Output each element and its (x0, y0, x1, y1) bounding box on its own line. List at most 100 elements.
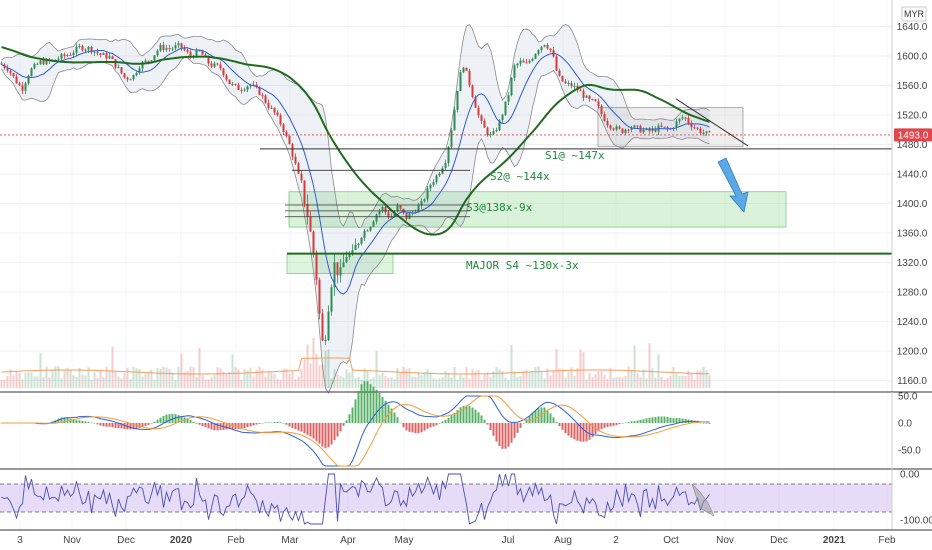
macd-axis: 50.0 0.0 -50.0 (898, 392, 921, 457)
macd-histogram-bar (360, 384, 363, 423)
macd-histogram-bar (615, 423, 618, 426)
volume-bar (528, 371, 531, 388)
candle-body (429, 184, 432, 189)
macd-histogram-bar (402, 423, 405, 428)
macd-histogram-bar (129, 423, 132, 430)
candle-body (312, 231, 315, 253)
macd-histogram-bar (300, 423, 303, 432)
candle-body (303, 180, 306, 204)
target-zone (288, 191, 787, 228)
volume-bar (198, 347, 201, 388)
volume-bar (540, 370, 543, 388)
candle-body (258, 87, 261, 95)
macd-histogram-bar (504, 423, 507, 449)
volume-bar (549, 375, 552, 388)
volume-bar (555, 349, 558, 388)
volume-bar (567, 371, 570, 388)
macd-histogram-bar (306, 423, 309, 435)
volume-bar (51, 369, 54, 388)
volume-bar (603, 375, 606, 388)
price-tick-label: 1520.0 (897, 111, 928, 122)
volume-bar (378, 375, 381, 388)
macd-histogram-bar (309, 423, 312, 437)
volume-bar (453, 366, 456, 388)
macd-histogram-bar (114, 423, 117, 428)
volume-bar (420, 375, 423, 388)
volume-bar (405, 369, 408, 388)
macd-histogram-bar (381, 396, 384, 423)
candle-body (372, 221, 375, 227)
volume-bar (702, 366, 705, 388)
volume-bar (195, 376, 198, 388)
volume-bar (573, 376, 576, 388)
macd-histogram-bar (603, 423, 606, 428)
volume-bar (267, 371, 270, 388)
candle-body (72, 52, 75, 56)
candle-body (609, 125, 612, 129)
candle-body (285, 132, 288, 136)
macd-histogram-bar (354, 399, 357, 423)
ma-fast-line (1, 47, 710, 295)
bollinger-lower (1, 56, 710, 394)
volume-bar (507, 379, 510, 388)
time-grid (19, 0, 888, 530)
volume-bar (483, 374, 486, 388)
macd-tick-label: 0.0 (898, 419, 912, 430)
candle-body (630, 127, 633, 130)
macd-histogram-bar (612, 423, 615, 426)
macd-histogram-bar (480, 415, 483, 423)
candle-body (30, 68, 33, 77)
volume-bar (234, 366, 237, 388)
macd-histogram-bar (663, 416, 666, 423)
volume-bar (177, 367, 180, 388)
candle-body (432, 182, 435, 185)
volume-bar (129, 379, 132, 388)
macd-histogram-bar (555, 421, 558, 423)
time-tick-label: May (395, 535, 414, 546)
volume-bar (6, 375, 9, 388)
volume-bar (369, 379, 372, 388)
candle-body (87, 47, 90, 50)
candle-body (27, 76, 30, 84)
macd-histogram-bar (411, 423, 414, 433)
macd-histogram-bar (207, 423, 210, 429)
candle-body (693, 127, 696, 129)
price-tick-label: 1400.0 (897, 199, 928, 210)
macd-histogram-bar (384, 400, 387, 423)
macd-histogram-bar (357, 390, 360, 423)
macd-histogram-bar (393, 412, 396, 423)
macd-histogram-bar (618, 423, 621, 425)
candle-body (36, 63, 39, 65)
candle-body (300, 173, 303, 181)
candle-body (129, 79, 132, 81)
volume-bar (282, 368, 285, 388)
macd-histogram-bar (315, 423, 318, 441)
candle-body (108, 56, 111, 59)
candle-body (0, 63, 3, 65)
volume-bar (261, 369, 264, 388)
macd-histogram-bar (570, 423, 573, 438)
candle-body (165, 48, 168, 50)
volume-bar (630, 369, 633, 388)
volume-bar (108, 371, 111, 388)
volume-bar (342, 377, 345, 388)
candle-body (462, 67, 465, 73)
macd-histogram-bar (141, 423, 144, 427)
volume-bar (576, 367, 579, 388)
candle-body (450, 130, 453, 147)
candle-body (333, 262, 336, 288)
time-tick-label: 2 (613, 535, 619, 546)
candle-body (264, 95, 267, 103)
macd-histogram-bar (531, 412, 534, 423)
price-tick-label: 1360.0 (897, 229, 928, 240)
candle-body (381, 206, 384, 211)
volume-bar (48, 377, 51, 388)
macd-histogram-bar (462, 405, 465, 423)
volume-bar (477, 369, 480, 388)
macd-histogram-bar (267, 422, 270, 423)
candle-body (459, 72, 462, 92)
volume-bar (543, 378, 546, 388)
macd-histogram-bar (120, 423, 123, 429)
candle-body (189, 51, 192, 57)
macd-histogram-bar (153, 421, 156, 423)
